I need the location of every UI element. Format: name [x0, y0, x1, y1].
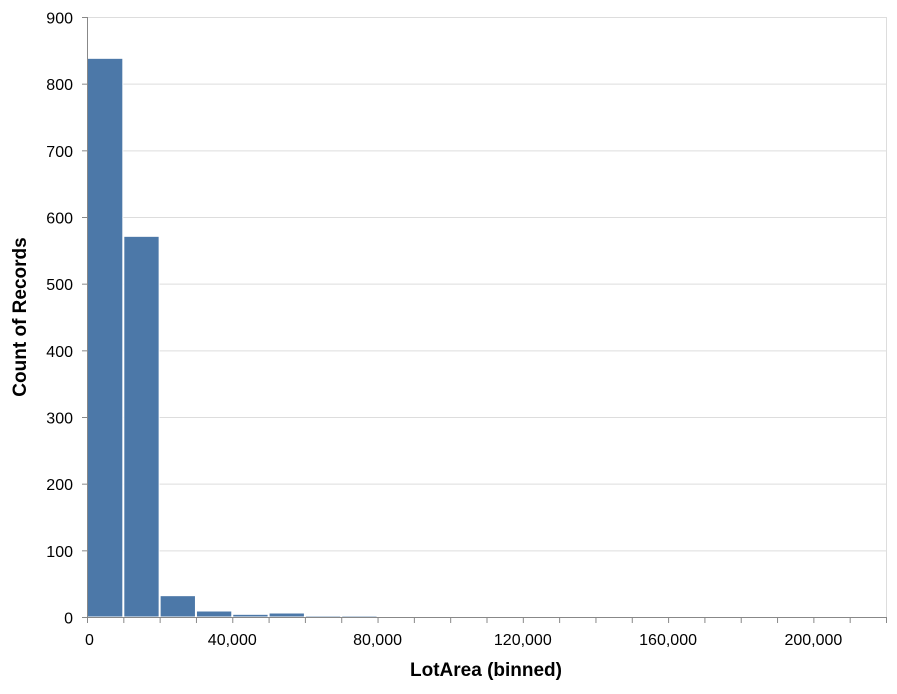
gridlines: [87, 17, 887, 618]
histogram-bar: [486, 615, 523, 618]
x-tick-label: 120,000: [494, 632, 552, 649]
x-axis-title: LotArea (binned): [410, 660, 562, 681]
x-tick-label: 200,000: [784, 632, 842, 649]
histogram-bar: [159, 595, 196, 618]
x-tick-label: 0: [85, 632, 94, 649]
x-tick-label: 160,000: [639, 632, 697, 649]
y-tick-label: 500: [46, 277, 73, 294]
x-tick-label: 80,000: [353, 632, 402, 649]
axes: [82, 17, 887, 623]
tick-labels: 0 100 200 300 400 500 600 700 800 900 0 40,000 80,00…: [46, 11, 842, 650]
y-tick-label: 0: [64, 611, 73, 628]
y-tick-label: 900: [46, 11, 73, 28]
x-tick-label: 40,000: [208, 632, 257, 649]
y-tick-label: 200: [46, 477, 73, 494]
histogram-bar: [195, 610, 233, 618]
y-tick-label: 100: [46, 544, 73, 561]
histogram-bar: [87, 57, 124, 618]
histogram-bar: [232, 613, 269, 618]
y-tick-label: 400: [46, 344, 73, 361]
histogram-bar: [849, 615, 887, 618]
histogram-bar: [123, 235, 160, 618]
y-tick-label: 700: [46, 144, 73, 161]
histogram-bar: [268, 612, 305, 618]
histogram-bar: [304, 615, 342, 618]
histogram-bar: [341, 615, 378, 618]
y-axis-title: Count of Records: [10, 237, 31, 396]
histogram-bar: [668, 615, 705, 618]
y-tick-label: 300: [46, 411, 73, 428]
y-tick-label: 600: [46, 211, 73, 228]
y-tick-label: 800: [46, 77, 73, 94]
bars: [87, 57, 887, 618]
histogram-bar: [631, 615, 669, 618]
